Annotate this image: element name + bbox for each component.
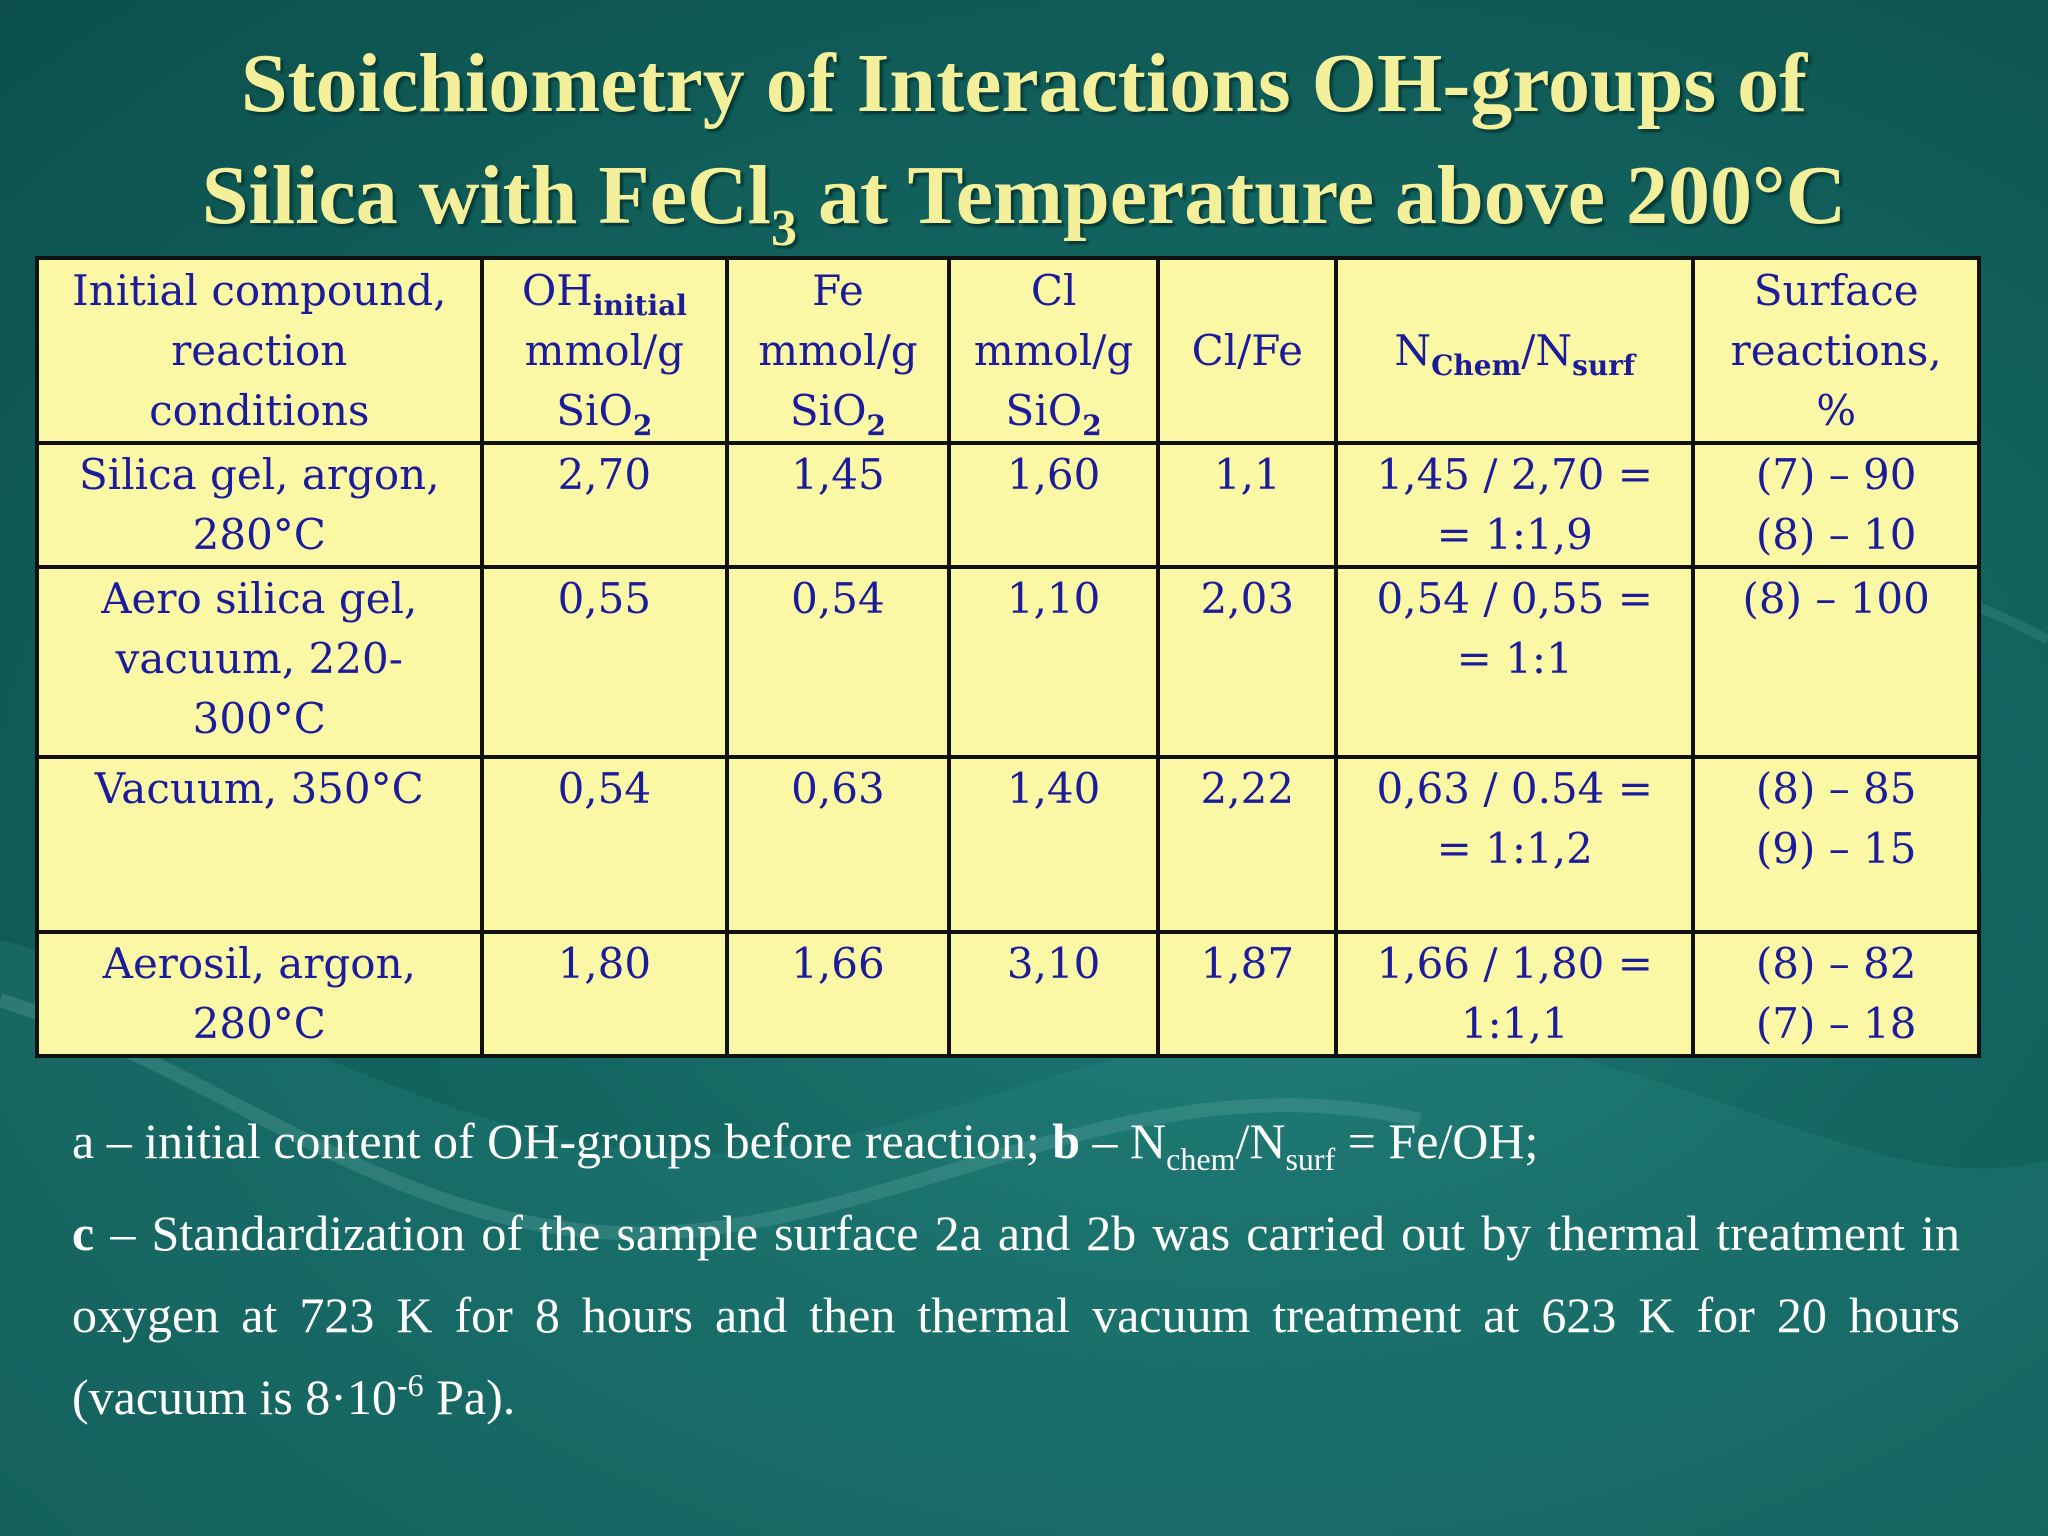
cell-cl-fe: 1,87 bbox=[1156, 930, 1339, 1058]
cell-compound: Silica gel, argon, 280°C bbox=[35, 441, 484, 569]
cell-oh: 2,70 bbox=[479, 441, 730, 569]
cell-oh: 0,55 bbox=[479, 565, 730, 759]
cell-surface: (8) – 100 bbox=[1691, 565, 1981, 759]
table-row: Silica gel, argon, 280°C 2,70 1,45 1,60 1… bbox=[35, 441, 1981, 569]
cell-surface: (8) – 85 (9) – 15 bbox=[1691, 755, 1981, 934]
table-row: Aerosil, argon, 280°C 1,80 1,66 3,10 1,87… bbox=[35, 930, 1981, 1058]
cell-oh: 1,80 bbox=[479, 930, 730, 1058]
cell-cl-fe: 1,1 bbox=[1156, 441, 1339, 569]
cell-nchem: 0,63 / 0.54 = = 1:1,2 bbox=[1334, 755, 1696, 934]
stoichiometry-table: Initial compound, reaction conditions OHin… bbox=[35, 256, 1981, 1058]
cell-cl-fe: 2,22 bbox=[1156, 755, 1339, 934]
footnote-c: c – Standardization of the sample surfac… bbox=[72, 1205, 1960, 1425]
cell-cl: 1,40 bbox=[946, 755, 1161, 934]
cell-compound: Aero silica gel, vacuum, 220- 300°C bbox=[35, 565, 484, 757]
header-oh-initial: OHinitial mmol/g SiO2 bbox=[479, 256, 730, 445]
table-row: Vacuum, 350°C 0,54 0,63 1,40 2,22 0,63 /… bbox=[35, 755, 1981, 934]
header-initial-compound: Initial compound, reaction conditions bbox=[35, 256, 484, 445]
header-cl-fe: Cl/Fe bbox=[1156, 256, 1339, 445]
cell-surface: (8) – 82 (7) – 18 bbox=[1691, 930, 1981, 1058]
cell-fe: 1,45 bbox=[725, 441, 951, 569]
cell-nchem: 0,54 / 0,55 = = 1:1 bbox=[1334, 565, 1696, 759]
header-nchem-nsurf: NChem/Nsurf bbox=[1334, 256, 1696, 445]
header-surface-reactions: Surface reactions,% bbox=[1691, 256, 1981, 445]
cell-compound: Aerosil, argon, 280°C bbox=[35, 930, 484, 1058]
cell-nchem: 1,45 / 2,70 = = 1:1,9 bbox=[1334, 441, 1696, 569]
cell-cl: 3,10 bbox=[946, 930, 1161, 1058]
title-line-2: Silica with FeCl3 at Temperature above 2… bbox=[201, 149, 1847, 257]
header-cl: Cl mmol/g SiO2 bbox=[946, 256, 1161, 445]
table-header-row: Initial compound, reaction conditions OHin… bbox=[35, 256, 1981, 445]
footnotes: a – initial content of OH-groups before … bbox=[72, 1100, 1960, 1438]
title-line-1: Stoichiometry of Interactions OH-groups … bbox=[240, 37, 1808, 130]
cell-compound: Vacuum, 350°C bbox=[35, 755, 484, 934]
slide-title: Stoichiometry of Interactions OH-groups … bbox=[0, 28, 2048, 257]
cell-fe: 0,54 bbox=[725, 565, 951, 759]
cell-fe: 1,66 bbox=[725, 930, 951, 1058]
header-fe: Fe mmol/g SiO2 bbox=[725, 256, 951, 445]
cell-cl-fe: 2,03 bbox=[1156, 565, 1339, 759]
table-row: Aero silica gel, vacuum, 220- 300°C 0,55 0… bbox=[35, 565, 1981, 759]
cell-cl: 1,60 bbox=[946, 441, 1161, 569]
cell-oh: 0,54 bbox=[479, 755, 730, 934]
cell-surface: (7) – 90 (8) – 10 bbox=[1691, 441, 1981, 569]
cell-nchem: 1,66 / 1,80 = 1:1,1 bbox=[1334, 930, 1696, 1058]
cell-cl: 1,10 bbox=[946, 565, 1161, 759]
footnote-a-b: a – initial content of OH-groups before … bbox=[72, 1113, 1539, 1177]
cell-fe: 0,63 bbox=[725, 755, 951, 934]
